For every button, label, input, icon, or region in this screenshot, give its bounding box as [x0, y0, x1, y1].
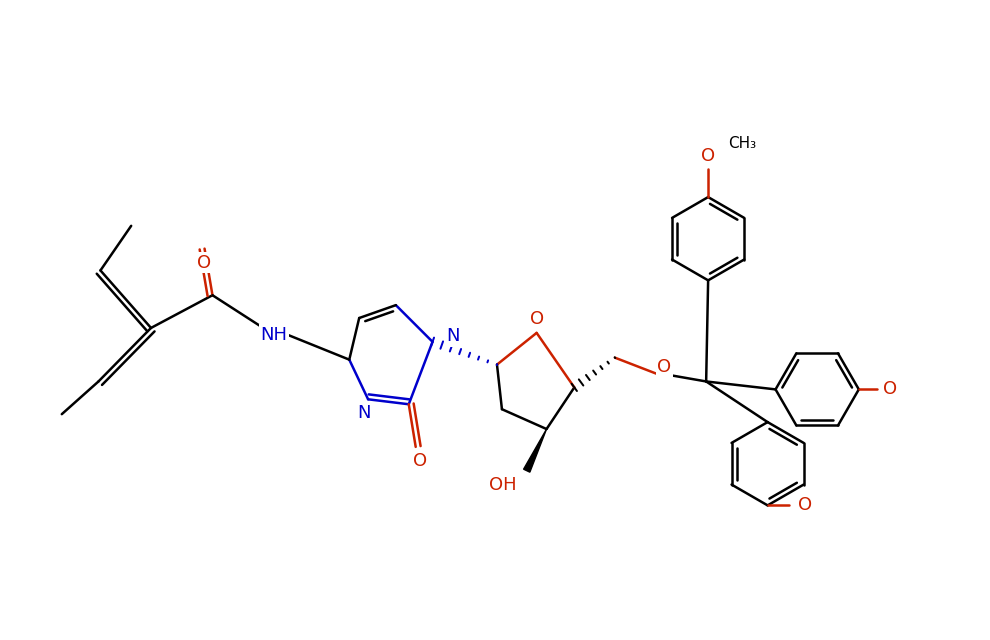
Text: O: O [798, 497, 813, 515]
Text: O: O [883, 380, 898, 398]
Text: N: N [357, 404, 371, 422]
Text: O: O [701, 147, 715, 165]
Text: O: O [530, 310, 544, 328]
Text: CH₃: CH₃ [728, 136, 756, 151]
Text: O: O [413, 452, 427, 470]
Text: OH: OH [489, 476, 517, 493]
Text: NH: NH [260, 326, 287, 344]
Polygon shape [524, 429, 546, 472]
Text: N: N [446, 327, 460, 345]
Text: O: O [197, 253, 212, 271]
Text: O: O [657, 358, 671, 376]
